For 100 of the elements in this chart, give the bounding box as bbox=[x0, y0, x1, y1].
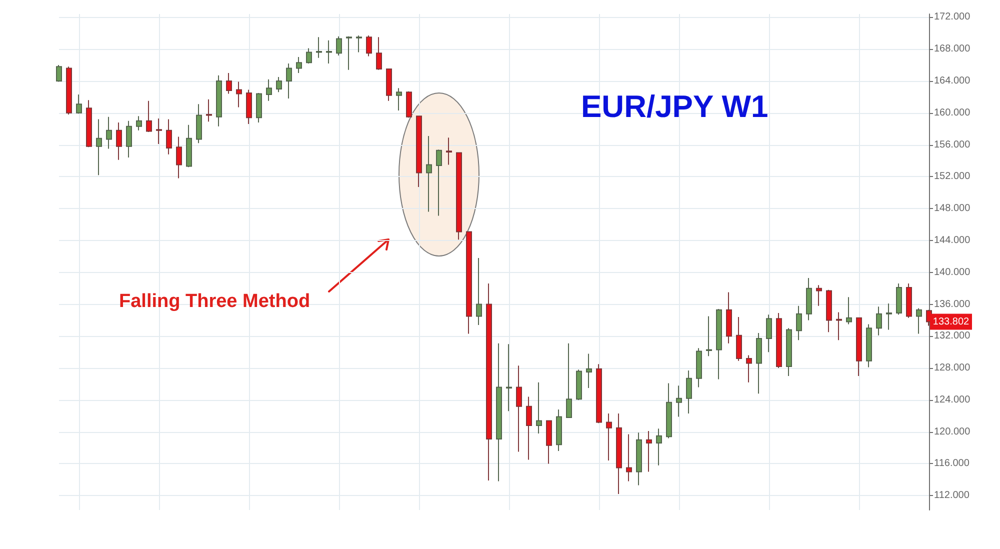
candlestick bbox=[296, 56, 302, 74]
candlestick bbox=[246, 89, 252, 125]
candlestick bbox=[896, 283, 902, 316]
candlestick bbox=[116, 122, 122, 160]
candlestick bbox=[836, 312, 842, 341]
candlestick bbox=[446, 137, 452, 166]
candlestick bbox=[726, 292, 732, 344]
text: EUR/JPY W1 bbox=[581, 89, 768, 124]
candlestick bbox=[416, 116, 422, 188]
candlestick bbox=[636, 432, 642, 486]
candlestick bbox=[136, 116, 142, 131]
candlestick bbox=[56, 64, 62, 82]
candlestick bbox=[686, 370, 692, 414]
candlestick bbox=[886, 302, 892, 330]
candlestick bbox=[366, 35, 372, 57]
candlestick bbox=[616, 413, 622, 495]
candlestick bbox=[876, 306, 882, 336]
candlestick bbox=[326, 40, 332, 64]
candlestick bbox=[496, 342, 502, 482]
candlestick bbox=[96, 118, 102, 176]
candlestick bbox=[846, 296, 852, 325]
y-tick-label: 148.000 bbox=[934, 203, 971, 214]
candlestick bbox=[226, 72, 232, 94]
candlestick bbox=[206, 98, 212, 122]
candlestick bbox=[346, 36, 352, 70]
candlestick bbox=[866, 324, 872, 368]
y-tick-label: 156.000 bbox=[934, 139, 971, 150]
candlestick bbox=[386, 68, 392, 102]
candlestick bbox=[66, 66, 72, 115]
y-tick-label: 124.000 bbox=[934, 394, 971, 406]
candlestick bbox=[126, 120, 132, 158]
candlestick bbox=[596, 364, 602, 424]
annotation: 133.802 bbox=[932, 316, 970, 328]
candlestick bbox=[376, 36, 382, 70]
candlestick bbox=[646, 430, 652, 472]
y-tick-label: 116.000 bbox=[934, 458, 970, 470]
candlestick bbox=[916, 308, 922, 334]
candlestick bbox=[756, 332, 762, 394]
candlestick bbox=[696, 348, 702, 388]
candlestick bbox=[466, 231, 472, 334]
y-tick-label: 132.000 bbox=[934, 330, 971, 342]
y-tick-label: 164.000 bbox=[934, 75, 971, 86]
candlestick bbox=[176, 136, 182, 179]
candlestick bbox=[436, 149, 442, 216]
annotation: Falling Three Method bbox=[119, 291, 310, 312]
candlestick bbox=[256, 92, 262, 123]
candlestick bbox=[826, 289, 832, 333]
candlestick bbox=[86, 100, 92, 148]
candlestick bbox=[106, 116, 112, 150]
candlestick bbox=[606, 413, 612, 462]
candlestick bbox=[626, 434, 632, 482]
candlestick bbox=[806, 277, 812, 321]
y-tick-label: 144.000 bbox=[934, 234, 971, 246]
candlestick bbox=[786, 328, 792, 377]
y-tick-label: 172.000 bbox=[934, 12, 971, 23]
candlestick bbox=[856, 317, 862, 377]
y-tick-label: 160.000 bbox=[934, 107, 971, 118]
candlestick bbox=[356, 35, 362, 53]
candlestick bbox=[716, 308, 722, 380]
candlestick bbox=[76, 94, 82, 114]
candlestick bbox=[426, 136, 432, 212]
candlestick bbox=[556, 409, 562, 452]
candlestick bbox=[706, 316, 712, 357]
candlestick bbox=[396, 88, 402, 111]
candlestick bbox=[506, 344, 512, 412]
candlestick bbox=[666, 382, 672, 439]
candlestick bbox=[906, 283, 912, 318]
candlestick bbox=[746, 354, 752, 383]
candlestick bbox=[776, 312, 782, 369]
candlestick bbox=[536, 382, 542, 434]
y-tick-label: 136.000 bbox=[934, 298, 971, 310]
candlestick bbox=[286, 62, 292, 100]
candlestick bbox=[186, 124, 192, 168]
candlestick bbox=[266, 78, 272, 102]
candlestick bbox=[526, 396, 532, 460]
candlestick bbox=[796, 305, 802, 341]
candlestick bbox=[236, 81, 242, 108]
candlestick bbox=[156, 118, 162, 144]
candlestick bbox=[336, 36, 342, 56]
candlestick bbox=[316, 36, 322, 58]
y-tick-label: 112.000 bbox=[934, 490, 970, 502]
candlestick bbox=[216, 74, 222, 127]
candlestick bbox=[146, 100, 152, 133]
candlestick bbox=[736, 316, 742, 362]
candlestick bbox=[566, 342, 572, 418]
candlestick bbox=[576, 369, 582, 400]
candlestick bbox=[166, 118, 172, 155]
candlestick bbox=[306, 48, 312, 64]
candlestick bbox=[516, 365, 522, 452]
candlestick bbox=[816, 284, 822, 306]
candlestick bbox=[656, 428, 662, 466]
y-tick-label: 140.000 bbox=[934, 266, 971, 278]
y-tick-label: 120.000 bbox=[934, 426, 971, 438]
candlestick bbox=[676, 385, 682, 418]
candlestick bbox=[196, 104, 202, 144]
candlestick bbox=[406, 90, 412, 118]
candlestick bbox=[486, 283, 492, 481]
candlestick bbox=[276, 76, 282, 93]
candlestick bbox=[546, 420, 552, 464]
candlestick bbox=[476, 258, 482, 326]
